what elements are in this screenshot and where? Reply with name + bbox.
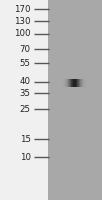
- Bar: [63, 79, 64, 87]
- Bar: [74, 79, 75, 87]
- Text: 100: 100: [14, 29, 31, 38]
- Bar: [76, 79, 77, 87]
- Bar: [84, 79, 85, 87]
- Bar: [70, 79, 71, 87]
- Text: 40: 40: [20, 77, 31, 86]
- Text: 170: 170: [14, 4, 31, 14]
- Bar: [78, 79, 79, 87]
- Text: 15: 15: [20, 134, 31, 144]
- Bar: [82, 79, 83, 87]
- Bar: [71, 79, 72, 87]
- Text: 130: 130: [14, 17, 31, 25]
- Bar: [83, 79, 84, 87]
- Bar: [72, 79, 73, 87]
- Bar: [80, 79, 81, 87]
- Text: 55: 55: [20, 58, 31, 68]
- Bar: [69, 79, 70, 87]
- Text: 35: 35: [20, 88, 31, 98]
- Bar: [73, 79, 74, 87]
- Bar: [75, 79, 76, 87]
- Bar: [48, 0, 102, 200]
- Bar: [79, 79, 80, 87]
- Bar: [68, 79, 69, 87]
- Bar: [85, 79, 86, 87]
- Text: 25: 25: [20, 105, 31, 114]
- Bar: [64, 79, 65, 87]
- Bar: [81, 79, 82, 87]
- Bar: [67, 79, 68, 87]
- Bar: [0, 0, 48, 200]
- Bar: [66, 79, 67, 87]
- Text: 70: 70: [20, 45, 31, 53]
- Bar: [77, 79, 78, 87]
- Text: 10: 10: [20, 153, 31, 162]
- Bar: [65, 79, 66, 87]
